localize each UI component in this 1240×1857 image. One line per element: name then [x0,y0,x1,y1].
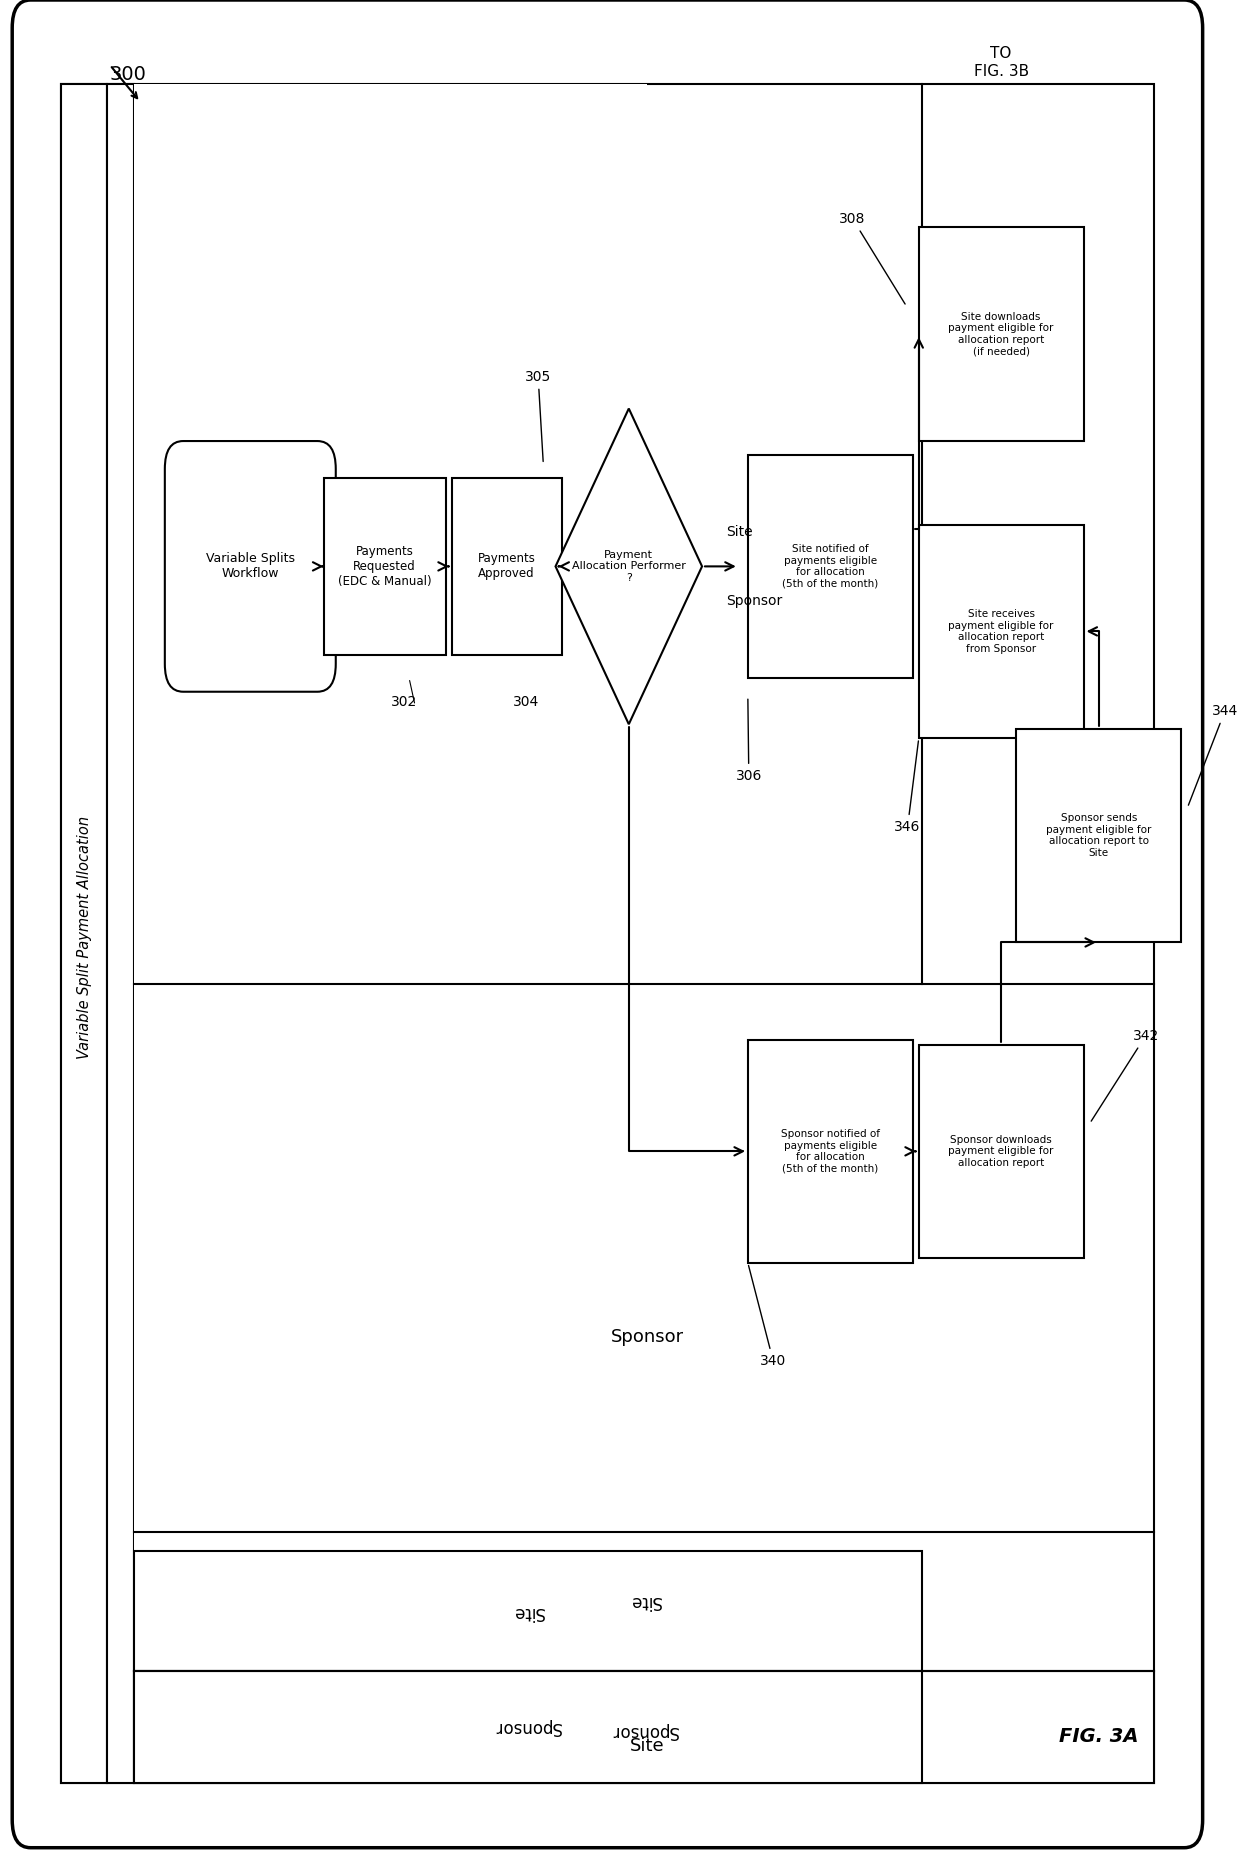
Bar [134,1671,921,1783]
Text: Site downloads
payment eligible for
allocation report
(if needed): Site downloads payment eligible for allo… [949,312,1054,357]
Bar [134,84,647,984]
Text: TO
FIG. 3B: TO FIG. 3B [973,46,1029,78]
FancyBboxPatch shape [12,0,1203,1848]
Text: 346: 346 [894,741,921,834]
Polygon shape [556,409,702,724]
Text: 302: 302 [391,695,417,709]
Text: FIG. 3A: FIG. 3A [1059,1727,1138,1746]
Text: Site notified of
payments eligible
for allocation
(5th of the month): Site notified of payments eligible for a… [782,544,878,589]
Text: Sponsor downloads
payment eligible for
allocation report: Sponsor downloads payment eligible for a… [949,1135,1054,1168]
Bar [748,455,913,678]
Bar [61,84,108,1783]
Text: Sponsor sends
payment eligible for
allocation report to
Site: Sponsor sends payment eligible for alloc… [1047,813,1152,858]
Text: Variable Split Payment Allocation: Variable Split Payment Allocation [77,817,92,1058]
Text: 308: 308 [839,212,905,305]
Bar [134,1671,1153,1783]
Text: 340: 340 [749,1265,786,1369]
Bar [324,479,445,656]
Bar [919,228,1084,442]
Text: Sponsor notified of
payments eligible
for allocation
(5th of the month): Sponsor notified of payments eligible fo… [781,1129,879,1174]
Text: Sponsor: Sponsor [494,1718,562,1736]
Bar [919,1044,1084,1259]
Bar [919,524,1084,737]
Text: 305: 305 [525,370,552,462]
Text: Variable Splits
Workflow: Variable Splits Workflow [206,552,295,581]
Bar [451,479,562,656]
Bar [108,84,134,1783]
Bar [134,984,647,1783]
Text: Payment
Allocation Performer
?: Payment Allocation Performer ? [572,550,686,583]
Text: Sponsor: Sponsor [727,594,782,609]
Bar [134,1551,921,1671]
Bar [61,84,1153,1783]
Bar [1017,728,1182,941]
Text: Site receives
payment eligible for
allocation report
from Sponsor: Site receives payment eligible for alloc… [949,609,1054,654]
FancyBboxPatch shape [165,442,336,693]
Text: 344: 344 [1188,704,1238,806]
Text: Site: Site [629,1591,661,1610]
Text: Sponsor: Sponsor [611,1721,678,1740]
Text: Site: Site [727,524,753,539]
Text: 304: 304 [513,695,539,709]
Text: Payments
Approved: Payments Approved [477,552,536,581]
Text: 300: 300 [110,65,146,84]
Text: Site: Site [630,1736,665,1755]
Text: Site: Site [512,1603,543,1621]
Bar [748,1040,913,1263]
Text: 306: 306 [735,698,763,784]
Text: Sponsor: Sponsor [610,1328,683,1346]
Text: Payments
Requested
(EDC & Manual): Payments Requested (EDC & Manual) [337,544,432,589]
Text: 342: 342 [1091,1029,1158,1122]
